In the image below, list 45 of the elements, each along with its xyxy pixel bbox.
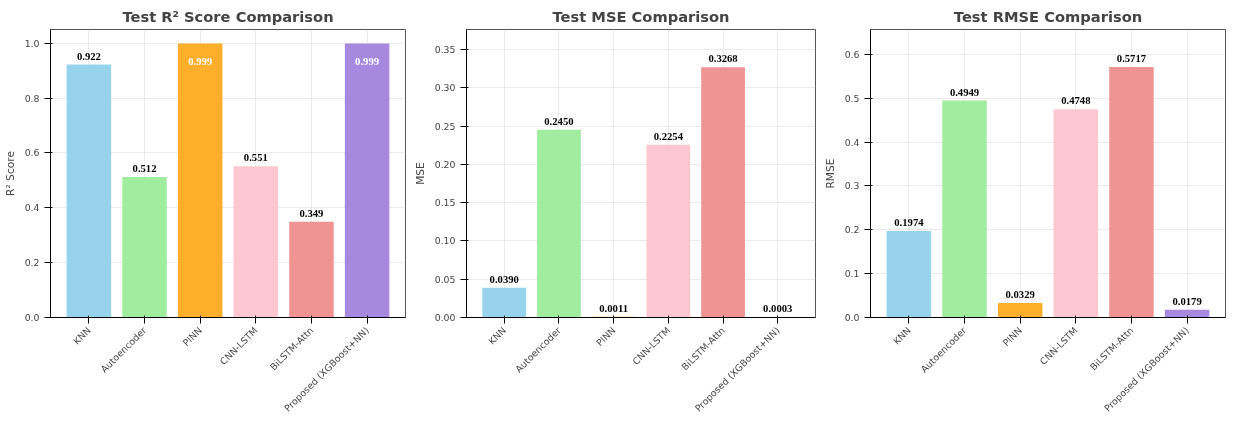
data-label: 0.999 <box>188 56 213 68</box>
y-tick-label: 0.0 <box>24 312 40 323</box>
y-tick-label: 0.05 <box>434 273 456 285</box>
y-tick-label: 0.3 <box>844 180 860 192</box>
data-label: 0.0003 <box>763 303 793 315</box>
data-label: 0.349 <box>299 207 324 219</box>
data-label: 0.999 <box>355 56 380 68</box>
data-label: 0.2450 <box>544 115 574 127</box>
y-tick-label: 0.20 <box>434 158 456 170</box>
y-tick-label: 0.8 <box>24 92 40 104</box>
y-tick-label: 0.2 <box>844 224 860 236</box>
chart-title: Test MSE Comparison <box>552 7 730 25</box>
data-label: 0.0329 <box>1005 289 1035 301</box>
y-tick-label: 0.6 <box>24 147 40 159</box>
data-label: 0.551 <box>243 152 268 164</box>
data-label: 0.1974 <box>894 216 925 228</box>
y-tick-label: 0.30 <box>434 82 456 94</box>
data-label: 0.4748 <box>1061 95 1091 107</box>
y-tick-label: 0.2 <box>24 257 40 269</box>
data-label: 0.2254 <box>653 130 684 142</box>
y-tick-label: 0.15 <box>434 197 456 209</box>
y-tick-label: 0.00 <box>434 312 456 323</box>
y-tick-label: 0.5 <box>844 92 860 104</box>
y-tick-label: 0.6 <box>844 48 860 60</box>
chart-title: Test RMSE Comparison <box>953 7 1143 25</box>
y-tick-label: 0.4 <box>844 136 860 148</box>
y-tick-label: 0.10 <box>434 235 456 247</box>
data-label: 0.5717 <box>1116 52 1147 64</box>
data-label: 0.0390 <box>489 273 519 285</box>
data-label: 0.4949 <box>949 86 980 98</box>
y-tick-label: 0.35 <box>434 43 456 55</box>
data-label: 0.922 <box>76 50 101 62</box>
y-tick-label: 0.25 <box>434 120 456 132</box>
y-tick-label: 0.1 <box>844 268 860 280</box>
y-axis-title: R² Score <box>3 151 17 196</box>
data-label: 0.3268 <box>708 53 738 65</box>
y-tick-label: 0.0 <box>844 312 860 323</box>
y-axis-title: MSE <box>413 161 427 185</box>
data-label: 0.0011 <box>599 302 629 314</box>
y-tick-label: 1.0 <box>24 37 40 49</box>
y-axis-title: RMSE <box>823 158 837 189</box>
data-label: 0.512 <box>132 163 157 175</box>
data-label: 0.0179 <box>1172 295 1202 307</box>
y-tick-label: 0.4 <box>24 202 40 214</box>
chart-title: Test R² Score Comparison <box>122 7 334 25</box>
